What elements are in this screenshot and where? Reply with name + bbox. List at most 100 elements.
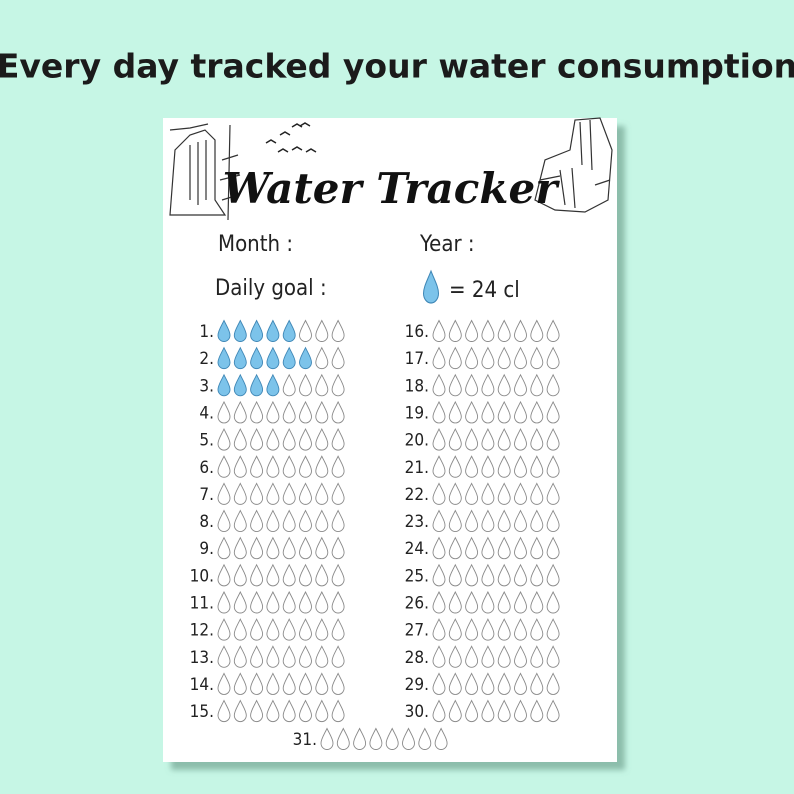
- empty-drop: [497, 618, 511, 641]
- empty-drop: [497, 482, 511, 505]
- empty-drop: [331, 373, 345, 397]
- empty-drop: [546, 509, 560, 533]
- empty-drop: [481, 509, 495, 533]
- empty-drop: [514, 618, 527, 641]
- empty-drop: [497, 346, 511, 370]
- empty-drop: [448, 319, 462, 342]
- day-label: 22.: [405, 485, 429, 505]
- empty-drop: [331, 455, 345, 478]
- filled-drop: [282, 346, 296, 370]
- empty-drop: [266, 482, 280, 505]
- empty-drop: [514, 400, 527, 424]
- empty-drop: [331, 482, 345, 505]
- empty-drop: [432, 509, 446, 533]
- day-label: 18.: [405, 376, 429, 396]
- empty-drop: [514, 346, 527, 370]
- empty-drop: [282, 618, 296, 641]
- empty-drop: [481, 699, 495, 723]
- empty-drop: [217, 699, 231, 723]
- empty-drop: [514, 509, 527, 533]
- empty-drop: [315, 590, 329, 614]
- empty-drop: [432, 319, 446, 342]
- empty-drop: [299, 618, 312, 641]
- empty-drop: [448, 373, 462, 397]
- empty-drop: [546, 400, 560, 424]
- empty-drop: [266, 699, 280, 723]
- empty-drop: [530, 563, 544, 587]
- empty-drop: [266, 618, 280, 641]
- empty-drop: [233, 536, 247, 560]
- empty-drop: [481, 618, 495, 641]
- empty-drop: [331, 536, 345, 560]
- day-label: 27.: [405, 621, 429, 641]
- empty-drop: [465, 455, 479, 478]
- empty-drop: [481, 563, 495, 587]
- empty-drop: [233, 618, 247, 641]
- empty-drop: [448, 618, 462, 641]
- empty-drop: [448, 590, 462, 614]
- filled-drop: [233, 373, 247, 397]
- empty-drop: [514, 672, 527, 695]
- empty-drop: [217, 482, 231, 505]
- empty-drop: [250, 482, 264, 505]
- empty-drop: [465, 509, 479, 533]
- filled-drop: [282, 319, 296, 342]
- empty-drop: [250, 699, 264, 723]
- empty-drop: [546, 563, 560, 587]
- empty-drop: [282, 400, 296, 424]
- empty-drop: [266, 590, 280, 614]
- day-label: 8.: [199, 512, 214, 532]
- empty-drop: [299, 563, 312, 587]
- day-label: 31.: [293, 730, 317, 750]
- empty-drop: [465, 400, 479, 424]
- empty-drop: [481, 590, 495, 614]
- empty-drop: [282, 590, 296, 614]
- empty-drop: [331, 428, 345, 451]
- filled-drop: [250, 373, 264, 397]
- day-label: 17.: [405, 349, 429, 369]
- day-label: 15.: [190, 702, 214, 722]
- year-label: Year :: [419, 232, 475, 257]
- empty-drop: [448, 509, 462, 533]
- filled-drop: [250, 346, 264, 370]
- empty-drop: [233, 482, 247, 505]
- empty-drop: [465, 645, 479, 668]
- day-label: 9.: [199, 539, 214, 559]
- day-label: 24.: [405, 539, 429, 559]
- empty-drop: [546, 482, 560, 505]
- day-label: 23.: [405, 512, 429, 532]
- day-label: 29.: [405, 675, 429, 695]
- empty-drop: [217, 618, 231, 641]
- empty-drop: [315, 373, 329, 397]
- empty-drop: [299, 672, 312, 695]
- empty-drop: [418, 727, 432, 750]
- empty-drop: [432, 645, 446, 668]
- day-label: 28.: [405, 648, 429, 668]
- empty-drop: [546, 618, 560, 641]
- empty-drop: [233, 509, 247, 533]
- empty-drop: [299, 455, 312, 478]
- empty-drop: [233, 400, 247, 424]
- empty-drop: [448, 699, 462, 723]
- empty-drop: [282, 455, 296, 478]
- empty-drop: [514, 482, 527, 505]
- empty-drop: [266, 455, 280, 478]
- day-label: 30.: [405, 702, 429, 722]
- empty-drop: [530, 428, 544, 451]
- empty-drop: [432, 400, 446, 424]
- empty-drop: [514, 563, 527, 587]
- empty-drop: [465, 373, 479, 397]
- empty-drop: [299, 590, 312, 614]
- empty-drop: [315, 645, 329, 668]
- empty-drop: [448, 455, 462, 478]
- empty-drop: [250, 455, 264, 478]
- empty-drop: [385, 727, 399, 750]
- empty-drop: [266, 400, 280, 424]
- empty-drop: [331, 509, 345, 533]
- day-label: 4.: [199, 403, 214, 423]
- empty-drop: [448, 563, 462, 587]
- empty-drop: [353, 727, 367, 750]
- empty-drop: [497, 400, 511, 424]
- empty-drop: [514, 373, 527, 397]
- empty-drop: [299, 428, 312, 451]
